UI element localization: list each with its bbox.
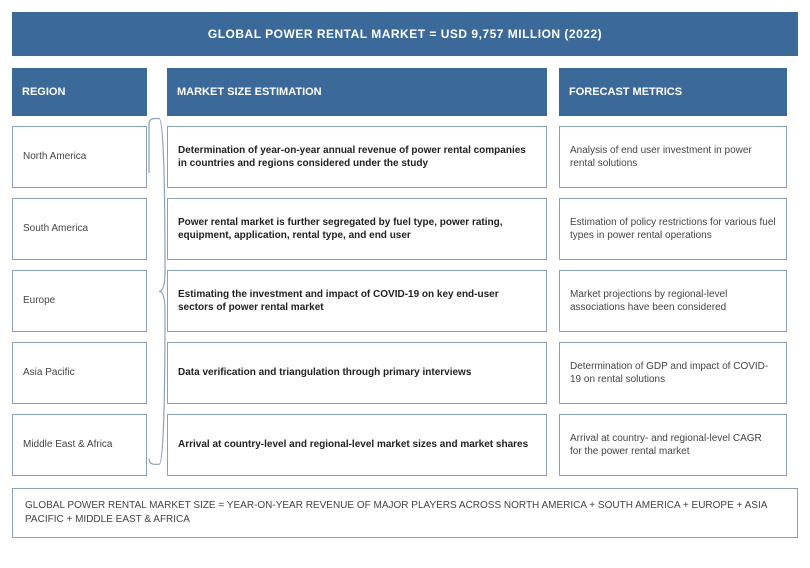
col-header-estimation: MARKET SIZE ESTIMATION <box>167 68 547 116</box>
region-cell: South America <box>12 198 147 260</box>
col-header-region: REGION <box>12 68 147 116</box>
estimation-cell: Estimating the investment and impact of … <box>167 270 547 332</box>
forecast-cell: Determination of GDP and impact of COVID… <box>559 342 787 404</box>
estimation-cell: Arrival at country-level and regional-le… <box>167 414 547 476</box>
footer-formula: GLOBAL POWER RENTAL MARKET SIZE = YEAR-O… <box>12 488 798 538</box>
estimation-cell: Data verification and triangulation thro… <box>167 342 547 404</box>
region-cell: North America <box>12 126 147 188</box>
estimation-cell: Determination of year-on-year annual rev… <box>167 126 547 188</box>
forecast-cell: Market projections by regional-level ass… <box>559 270 787 332</box>
region-cell: Middle East & Africa <box>12 414 147 476</box>
title-banner: GLOBAL POWER RENTAL MARKET = USD 9,757 M… <box>12 12 798 56</box>
forecast-cell: Estimation of policy restrictions for va… <box>559 198 787 260</box>
market-table: REGION MARKET SIZE ESTIMATION FORECAST M… <box>12 68 798 476</box>
region-cell: Asia Pacific <box>12 342 147 404</box>
forecast-cell: Arrival at country- and regional-level C… <box>559 414 787 476</box>
estimation-cell: Power rental market is further segregate… <box>167 198 547 260</box>
region-cell: Europe <box>12 270 147 332</box>
forecast-cell: Analysis of end user investment in power… <box>559 126 787 188</box>
col-header-forecast: FORECAST METRICS <box>559 68 787 116</box>
brace-connector <box>147 68 167 476</box>
